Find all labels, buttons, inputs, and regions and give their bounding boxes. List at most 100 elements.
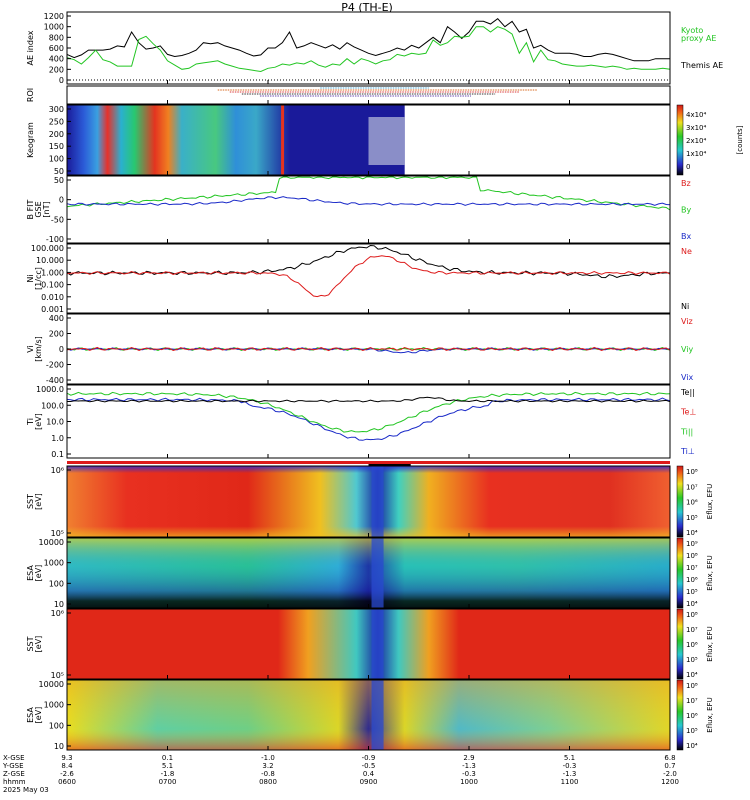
b-legend-item: Bz (681, 179, 691, 188)
t-legend-item: Ti|| (680, 427, 693, 436)
v-ylabel: Vi (26, 345, 35, 353)
n-tick-label: 1.000 (41, 268, 64, 277)
keogram-patch (368, 117, 405, 165)
footer-row-label: hhmm (3, 778, 26, 786)
esa-electron-ylabel: [eV] (34, 565, 43, 582)
sst-electron-colorbar-tick: 10⁵ (686, 514, 698, 522)
t-ylabel: [eV] (34, 413, 43, 430)
esa-electron-colorbar-tick: 10⁸ (686, 552, 698, 560)
sst1-overlay (67, 466, 670, 537)
ae-series-themis-ae (66, 18, 670, 62)
t-series-tepar (67, 396, 671, 403)
footer-value: -1.3 (462, 762, 476, 770)
footer-value: -1.0 (261, 754, 275, 762)
footer-value: 1000 (460, 778, 478, 786)
t-legend-item: Te⊥ (680, 408, 696, 417)
esa-ion-tick-label: 100 (49, 721, 64, 730)
v-tick-label: 200 (49, 330, 64, 339)
ae-legend-item: Themis AE (680, 61, 723, 70)
ae-legend-item: proxy AE (681, 34, 716, 43)
esa-electron-colorbar (676, 537, 684, 609)
v-tick-label: -400 (46, 376, 64, 385)
b-ylabel: GSE (34, 201, 43, 217)
esa-electron-tick-label: 10000 (39, 538, 64, 547)
footer-value: 1200 (661, 778, 679, 786)
keogram-colorbar-label: [counts] (736, 125, 744, 154)
keogram-tick-label: 150 (49, 142, 64, 151)
footer-value: 2.9 (463, 754, 474, 762)
esa1-core (371, 538, 384, 608)
b-tick-label: -100 (46, 235, 64, 244)
sst-ion-tick-label: 10⁶ (51, 609, 64, 618)
t-tick-label: 1000.0 (36, 385, 64, 394)
keogram-colorbar-tick: 4x10⁴ (686, 111, 707, 119)
b-tick-label: 50 (54, 176, 64, 185)
ae-tick-label: 600 (49, 44, 64, 53)
esa-ion-colorbar-tick: 10⁸ (686, 682, 698, 690)
ae-tick-label: 0 (59, 76, 64, 85)
v-legend-item: Viz (681, 317, 693, 326)
sst-electron-colorbar-tick: 10⁷ (686, 483, 698, 491)
esa2-overlay (67, 680, 670, 750)
esa-electron-ylabel: ESA (26, 565, 35, 581)
sst-ion-colorbar-tick: 10⁷ (686, 626, 698, 634)
ae-tick-label: 200 (49, 65, 64, 74)
footer-value: -0.3 (563, 762, 577, 770)
sst-electron-colorbar (676, 465, 684, 538)
b-ylabel: B FIT (26, 199, 35, 219)
esa-ion-colorbar-tick: 10⁵ (686, 727, 698, 735)
b-legend-item: Bx (681, 232, 691, 241)
n-tick-label: 0.001 (41, 305, 64, 314)
esa-ion-tick-label: 10 (54, 742, 64, 751)
t-tick-label: 100.0 (41, 401, 64, 410)
footer-row-label: Y-GSE (2, 762, 24, 770)
b-legend-item: By (681, 206, 691, 215)
n-series-ne (66, 255, 671, 298)
footer-value: 6.8 (664, 754, 675, 762)
footer-value: 0800 (259, 778, 277, 786)
b-tick-label: -50 (51, 215, 64, 224)
sst-electron-colorbar-tick: 10⁴ (686, 529, 698, 537)
n-tick-label: 100.000 (31, 244, 64, 253)
sst-electron-ylabel: [eV] (34, 493, 43, 510)
v-tick-label: 400 (49, 314, 64, 323)
ae-legend-item: Kyoto (681, 26, 703, 35)
roi-ylabel: ROI (26, 88, 35, 102)
footer-row-label: 2025 May 03 (3, 786, 49, 794)
esa-electron-colorbar-tick: 10⁴ (686, 600, 698, 608)
footer-value: 0.7 (664, 762, 675, 770)
esa-ion-colorbar (676, 679, 684, 751)
n-legend-item: Ne (681, 247, 692, 256)
sst2-image (67, 609, 670, 679)
esa-electron-tick-label: 100 (49, 579, 64, 588)
keogram-colorbar-tick: 0 (686, 163, 690, 171)
t-legend-item: Te|| (680, 388, 695, 397)
footer-value: -0.3 (462, 770, 476, 778)
b-frame (66, 175, 671, 244)
t-series-tipar (66, 391, 671, 433)
footer-value: -1.8 (161, 770, 175, 778)
t-tick-label: 10.0 (46, 418, 64, 427)
footer-value: -0.5 (362, 762, 376, 770)
n-tick-label: 10.000 (36, 256, 64, 265)
b-series-bx (66, 196, 671, 206)
keogram-colorbar-tick: 3x10⁴ (686, 124, 707, 132)
esa-ion-colorbar-tick: 10⁴ (686, 742, 698, 750)
footer-value: -0.8 (261, 770, 275, 778)
sst1-core (371, 466, 384, 537)
esa-electron-colorbar-tick: 10⁶ (686, 576, 698, 584)
footer-row-label: Z-GSE (3, 770, 25, 778)
esa-ion-tick-label: 1000 (44, 701, 64, 710)
ae-tick-label: 400 (49, 55, 64, 64)
footer-value: 9.3 (61, 754, 72, 762)
v-tick-label: 0 (59, 345, 64, 354)
footer-value: 0700 (159, 778, 177, 786)
keogram-colorbar (676, 104, 684, 176)
esa-electron-colorbar-tick: 10⁵ (686, 588, 698, 596)
sst-electron-colorbar-tick: 10⁶ (686, 499, 698, 507)
n-legend-item: Ni (681, 302, 689, 311)
esa1-overlay (67, 538, 670, 608)
esa-ion-ylabel: [eV] (34, 707, 43, 724)
ae-tick-label: 800 (49, 33, 64, 42)
n-tick-label: 0.100 (41, 281, 64, 290)
